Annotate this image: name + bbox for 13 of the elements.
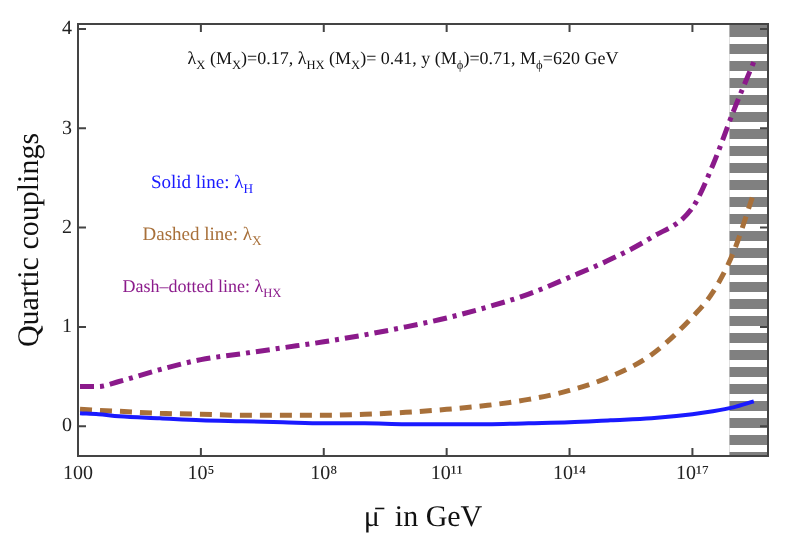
y-tick-label: 3 (62, 117, 72, 140)
x-tick-label: 10⁵ (187, 463, 215, 486)
x-axis-title: μ̄ in GeV (363, 501, 483, 534)
x-tick-label: 10¹⁴ (553, 463, 588, 486)
x-tick-label: 10¹¹ (430, 463, 463, 486)
x-tick-label: 10¹⁷ (675, 463, 710, 486)
y-tick-label: 2 (62, 216, 72, 239)
y-axis-title: Quartic couplings (13, 132, 46, 348)
x-tick-label: 100 (63, 463, 93, 486)
y-tick-label: 1 (62, 316, 72, 339)
y-tick-label: 0 (62, 415, 72, 438)
y-tick-label: 4 (62, 18, 72, 41)
x-tick-label: 10⁸ (310, 463, 339, 486)
